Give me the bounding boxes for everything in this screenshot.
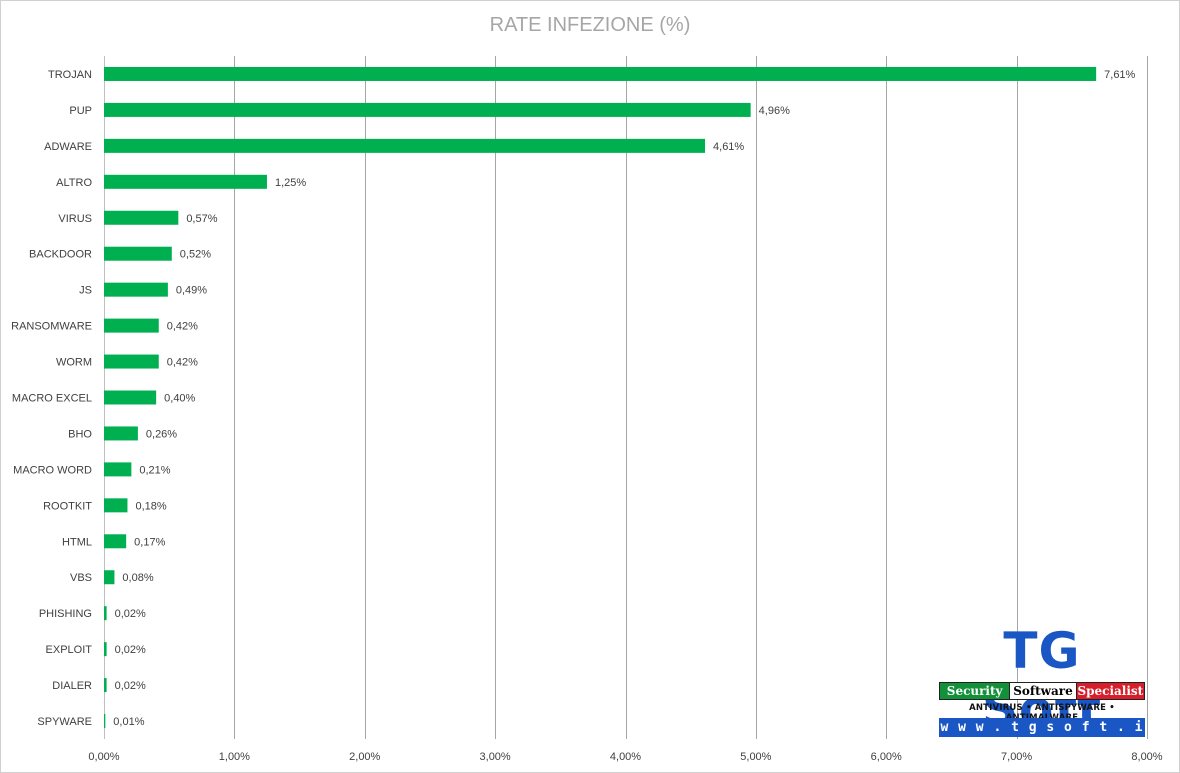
bar (104, 462, 132, 477)
data-label: 4,96% (759, 105, 790, 117)
category-label: VIRUS (58, 213, 92, 225)
x-tick-label: 8,00% (1131, 751, 1162, 763)
bars (104, 66, 1097, 729)
category-label: EXPLOIT (46, 644, 93, 656)
data-label: 0,01% (113, 716, 144, 728)
x-tick-label: 1,00% (219, 751, 250, 763)
logo-tagline: Security Software Specialist (939, 682, 1145, 700)
category-label: PHISHING (39, 608, 92, 620)
bar (104, 714, 106, 729)
bar (104, 678, 107, 693)
data-label: 0,02% (115, 680, 146, 692)
x-tick-label: 0,00% (88, 751, 119, 763)
bar (104, 606, 107, 621)
bar (104, 210, 179, 225)
gridlines (104, 56, 1148, 739)
data-label: 0,49% (176, 285, 207, 297)
category-label: MACRO WORD (13, 464, 92, 476)
bar (104, 534, 127, 549)
x-tick-label: 3,00% (480, 751, 511, 763)
tg-soft-logo: TG Soft Security Software Specialist ANT… (938, 622, 1146, 754)
category-label: MACRO EXCEL (12, 393, 92, 405)
data-label: 1,25% (275, 177, 306, 189)
x-tick-label: 6,00% (871, 751, 902, 763)
data-label: 0,08% (122, 572, 153, 584)
bar (104, 570, 115, 585)
category-label: VBS (70, 572, 92, 584)
x-tick-label: 7,00% (1001, 751, 1032, 763)
bar (104, 354, 159, 369)
data-label: 0,42% (167, 357, 198, 369)
logo-brand-text: TG Soft (981, 622, 1102, 738)
data-label: 0,57% (186, 213, 217, 225)
category-labels: TROJAN PUP ADWARE ALTRO VIRUS BACKDOOR JS RANSO… (11, 69, 92, 728)
data-label: 4,61% (713, 141, 744, 153)
logo-tagline-security: Security (940, 683, 1010, 699)
bar (104, 318, 159, 333)
bar (104, 390, 157, 405)
logo-tagline-specialist: Specialist (1076, 683, 1144, 699)
data-label: 0,17% (134, 536, 165, 548)
data-label: 0,02% (115, 608, 146, 620)
data-label: 0,18% (135, 500, 166, 512)
category-label: ALTRO (56, 177, 92, 189)
data-label: 0,52% (180, 249, 211, 261)
x-tick-label: 2,00% (349, 751, 380, 763)
data-label: 0,26% (146, 428, 177, 440)
category-label: BACKDOOR (29, 249, 92, 261)
x-tick-label: 5,00% (740, 751, 771, 763)
bar (104, 174, 267, 189)
category-label: HTML (62, 536, 92, 548)
x-tick-labels: 0,00% 1,00% 2,00% 3,00% 4,00% 5,00% 6,00% 7,00%… (88, 751, 1162, 763)
bar (104, 282, 168, 297)
data-label: 0,40% (164, 393, 195, 405)
category-label: PUP (69, 105, 92, 117)
category-label: DIALER (52, 680, 92, 692)
bar (104, 642, 107, 657)
bar (104, 246, 172, 261)
bar (104, 426, 138, 441)
data-label: 0,21% (139, 464, 170, 476)
data-label: 0,02% (115, 644, 146, 656)
category-label: JS (79, 285, 92, 297)
category-label: WORM (56, 357, 92, 369)
category-label: RANSOMWARE (11, 321, 92, 333)
category-label: BHO (68, 428, 92, 440)
data-label: 0,42% (167, 321, 198, 333)
bar (104, 498, 128, 513)
bar (104, 66, 1097, 81)
data-labels: 7,61% 4,96% 4,61% 1,25% 0,57% 0,52% 0,49% 0,42%… (113, 69, 1135, 728)
category-label: ADWARE (44, 141, 92, 153)
x-tick-label: 4,00% (610, 751, 641, 763)
category-label: ROOTKIT (43, 500, 92, 512)
chart-title: RATE INFEZIONE (%) (489, 14, 691, 36)
data-label: 7,61% (1104, 69, 1135, 81)
category-label: SPYWARE (37, 716, 92, 728)
bar (104, 138, 706, 153)
category-label: TROJAN (48, 69, 92, 81)
bar (104, 102, 751, 117)
logo-url: w w w . t g s o f t . i t (939, 718, 1145, 754)
logo-tagline-software: Software (1009, 683, 1077, 699)
